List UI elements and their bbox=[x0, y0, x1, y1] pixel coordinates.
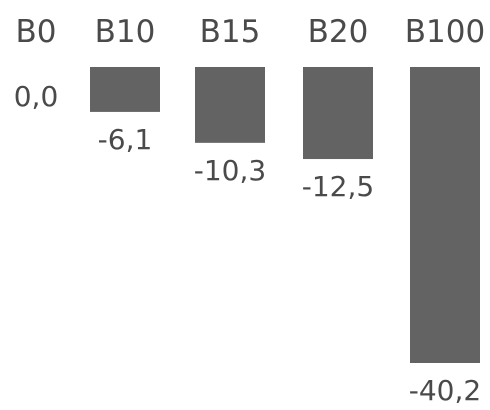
bar-b100 bbox=[410, 67, 480, 363]
value-label-b20: -12,5 bbox=[302, 170, 374, 203]
value-label-b100: -40,2 bbox=[409, 374, 481, 407]
bars-layer bbox=[90, 67, 480, 363]
category-label-b20: B20 bbox=[308, 14, 369, 50]
category-label-b15: B15 bbox=[200, 14, 261, 50]
category-label-b100: B100 bbox=[405, 14, 485, 50]
bar-b15 bbox=[195, 67, 265, 143]
value-label-b15: -10,3 bbox=[194, 154, 266, 187]
value-label-b0: 0,0 bbox=[14, 80, 59, 113]
category-label-b0: B0 bbox=[16, 14, 57, 50]
value-label-b10: -6,1 bbox=[98, 123, 153, 156]
bar-b10 bbox=[90, 67, 160, 112]
labels-layer: B0 0,0 B10 -6,1 B15 -10,3 B20 -12,5 B100 -40,2 bbox=[14, 14, 485, 407]
category-label-b10: B10 bbox=[95, 14, 156, 50]
bar-b20 bbox=[303, 67, 373, 160]
